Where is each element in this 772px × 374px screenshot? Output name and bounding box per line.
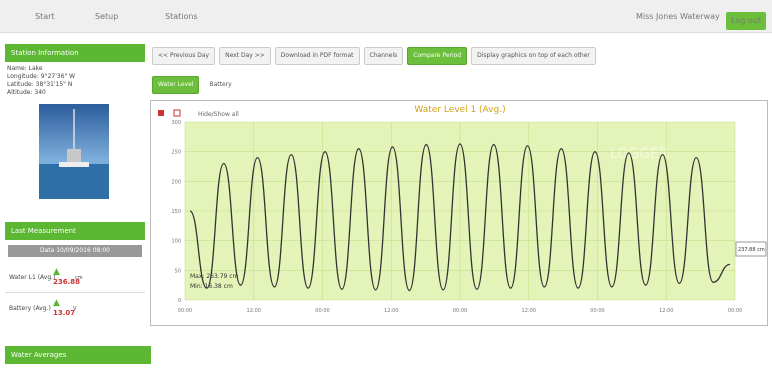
measurement-label: Battery (Avg.) bbox=[9, 305, 51, 312]
station-info: Name: Lake Longitude: 9°27'36" W Latitud… bbox=[5, 62, 145, 100]
x-tick-label: 00:00 bbox=[453, 308, 467, 314]
x-tick-label: 00:00 bbox=[315, 308, 329, 314]
x-tick-label: 00:00 bbox=[178, 308, 192, 314]
x-tick-label: 12:00 bbox=[247, 308, 261, 314]
panel-header: Station Information bbox=[5, 44, 145, 62]
page: Start Setup Stations Miss Jones Waterway… bbox=[0, 0, 772, 374]
y-tick-label: 200 bbox=[171, 179, 181, 185]
measurement-unit: cm bbox=[75, 275, 83, 281]
tab[interactable]: Water Level bbox=[152, 76, 199, 94]
info-line: Latitude: 38°31'15" N bbox=[7, 81, 143, 89]
compare-button[interactable]: Compare Period bbox=[407, 47, 467, 65]
panel-header: Water Averages bbox=[5, 346, 151, 364]
measurement-row: Water L1 (Avg.) ▲ 236.88 cm bbox=[5, 262, 145, 293]
y-tick-label: 300 bbox=[171, 120, 181, 126]
channels-button[interactable]: Channels bbox=[364, 47, 404, 65]
measurement-unit: V bbox=[73, 306, 76, 312]
min-label: Min: 16.38 cm bbox=[190, 283, 233, 290]
nav-link[interactable]: Setup bbox=[95, 12, 118, 21]
info-line: Longitude: 9°27'36" W bbox=[7, 73, 143, 81]
y-tick-label: 150 bbox=[171, 209, 181, 215]
x-tick-label: 00:00 bbox=[590, 308, 604, 314]
next-day-button[interactable]: Next Day >> bbox=[219, 47, 271, 65]
x-tick-label: 00:00 bbox=[728, 308, 742, 314]
end-label: 237.88 cm bbox=[738, 247, 765, 253]
y-tick-label: 250 bbox=[171, 150, 181, 156]
last-measurement-panel: Last Measurement Data 10/09/2016 08:00 W… bbox=[5, 222, 145, 323]
chart-title: Water Level 1 (Avg.) bbox=[414, 105, 505, 115]
y-tick-label: 0 bbox=[178, 298, 181, 304]
top-nav: Start Setup Stations Miss Jones Waterway… bbox=[0, 0, 772, 33]
prev-day-button[interactable]: << Previous Day bbox=[152, 47, 215, 65]
measurement-value: 13.07 bbox=[53, 309, 75, 317]
station-photo bbox=[39, 104, 109, 199]
y-tick-label: 50 bbox=[175, 268, 181, 274]
nav-link[interactable]: Start bbox=[35, 12, 55, 21]
x-tick-label: 12:00 bbox=[659, 308, 673, 314]
x-tick-label: 12:00 bbox=[384, 308, 398, 314]
max-label: Max: 263.79 cm bbox=[190, 273, 239, 280]
nav-link[interactable]: Stations bbox=[165, 12, 198, 21]
panel-header: Last Measurement bbox=[5, 222, 145, 240]
chart: Water Level 1 (Avg.) Hide/Show all LOGGE… bbox=[150, 100, 768, 326]
measurement-row: Battery (Avg.) ▲ 13.07 V bbox=[5, 293, 145, 323]
x-tick-label: 12:00 bbox=[522, 308, 536, 314]
zoom-icon[interactable] bbox=[158, 110, 164, 116]
info-line: Altitude: 340 bbox=[7, 89, 143, 97]
pdf-button[interactable]: Download in PDF format bbox=[275, 47, 360, 65]
tab[interactable]: Battery bbox=[203, 76, 237, 94]
logout-button[interactable]: Log out bbox=[726, 12, 766, 30]
user-name: Miss Jones Waterway bbox=[636, 12, 720, 21]
overlay-button[interactable]: Display graphics on top of each other bbox=[471, 47, 596, 65]
legend-note: Hide/Show all bbox=[198, 111, 239, 118]
y-tick-label: 100 bbox=[171, 239, 181, 245]
station-panel: Station Information Name: Lake Longitude… bbox=[5, 44, 145, 199]
measurement-label: Water L1 (Avg.) bbox=[9, 274, 55, 281]
info-line: Name: Lake bbox=[7, 65, 143, 73]
date-button[interactable]: Data 10/09/2016 08:00 bbox=[8, 245, 142, 257]
